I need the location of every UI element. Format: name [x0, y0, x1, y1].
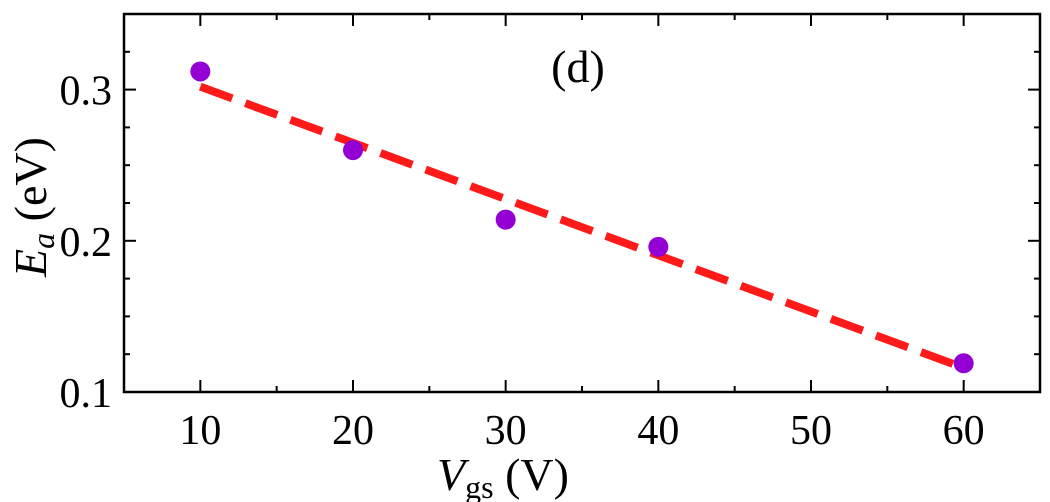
x-tick-label: 30: [485, 408, 527, 454]
y-tick-label: 0.1: [60, 371, 113, 417]
y-tick-label: 0.2: [60, 220, 113, 266]
points-layer: [190, 61, 974, 374]
x-tick-label: 50: [790, 408, 832, 454]
fit-line: [198, 82, 966, 372]
x-axis-title-sub: gs: [465, 469, 493, 502]
x-tick-label: 10: [179, 408, 221, 454]
panel-label: (d): [551, 41, 605, 92]
x-tick-label: 60: [943, 408, 985, 454]
y-axis-title-main: E: [5, 249, 56, 278]
x-tick-labels: 10 20 30 40 50 60: [179, 408, 984, 454]
data-point: [343, 140, 363, 161]
data-point: [953, 353, 974, 374]
data-point: [648, 236, 669, 257]
x-axis-title-unit: (V): [494, 449, 569, 500]
fit-layer: [198, 82, 966, 372]
y-axis-title: Ea (eV): [5, 137, 61, 278]
y-axis-title-unit: (eV): [5, 137, 56, 233]
y-tick-label: 0.3: [60, 69, 113, 115]
plot-frame: [122, 12, 1042, 394]
data-point: [190, 61, 211, 82]
y-tick-labels: 0.1 0.2 0.3: [60, 69, 113, 417]
x-tick-label: 20: [332, 408, 374, 454]
x-axis-title-main: V: [437, 449, 470, 500]
data-point: [495, 209, 516, 230]
x-axis-title: Vgs (V): [437, 449, 569, 502]
x-tick-label: 40: [637, 408, 679, 454]
y-axis-title-sub: a: [25, 233, 61, 249]
